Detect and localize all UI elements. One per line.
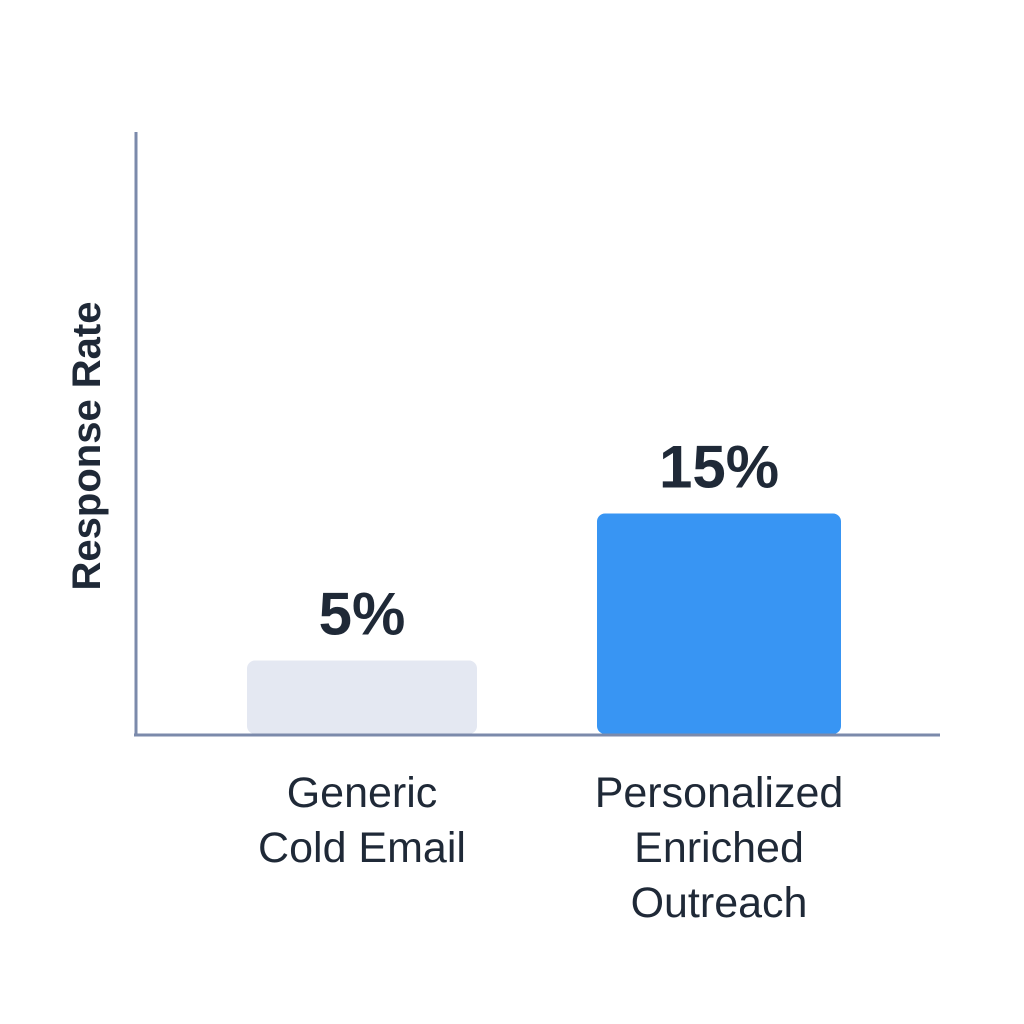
category-label-2-line-1: Personalized bbox=[595, 769, 844, 817]
bar-1 bbox=[247, 660, 477, 734]
value-label-2: 15% bbox=[659, 434, 779, 501]
category-label-1-line-2: Cold Email bbox=[258, 824, 466, 872]
y-axis-title: Response Rate bbox=[65, 302, 109, 591]
value-label-1: 5% bbox=[319, 581, 406, 648]
category-label-1-line-1: Generic bbox=[287, 769, 438, 817]
value-labels-layer: 5% 15% bbox=[319, 434, 779, 648]
bars-layer bbox=[247, 513, 841, 734]
category-label-2-line-2: Enriched bbox=[634, 824, 804, 872]
bar-2 bbox=[597, 513, 841, 734]
category-labels-layer: Generic Cold Email Personalized Enriched Out… bbox=[258, 769, 843, 927]
category-label-2-line-3: Outreach bbox=[631, 879, 808, 927]
